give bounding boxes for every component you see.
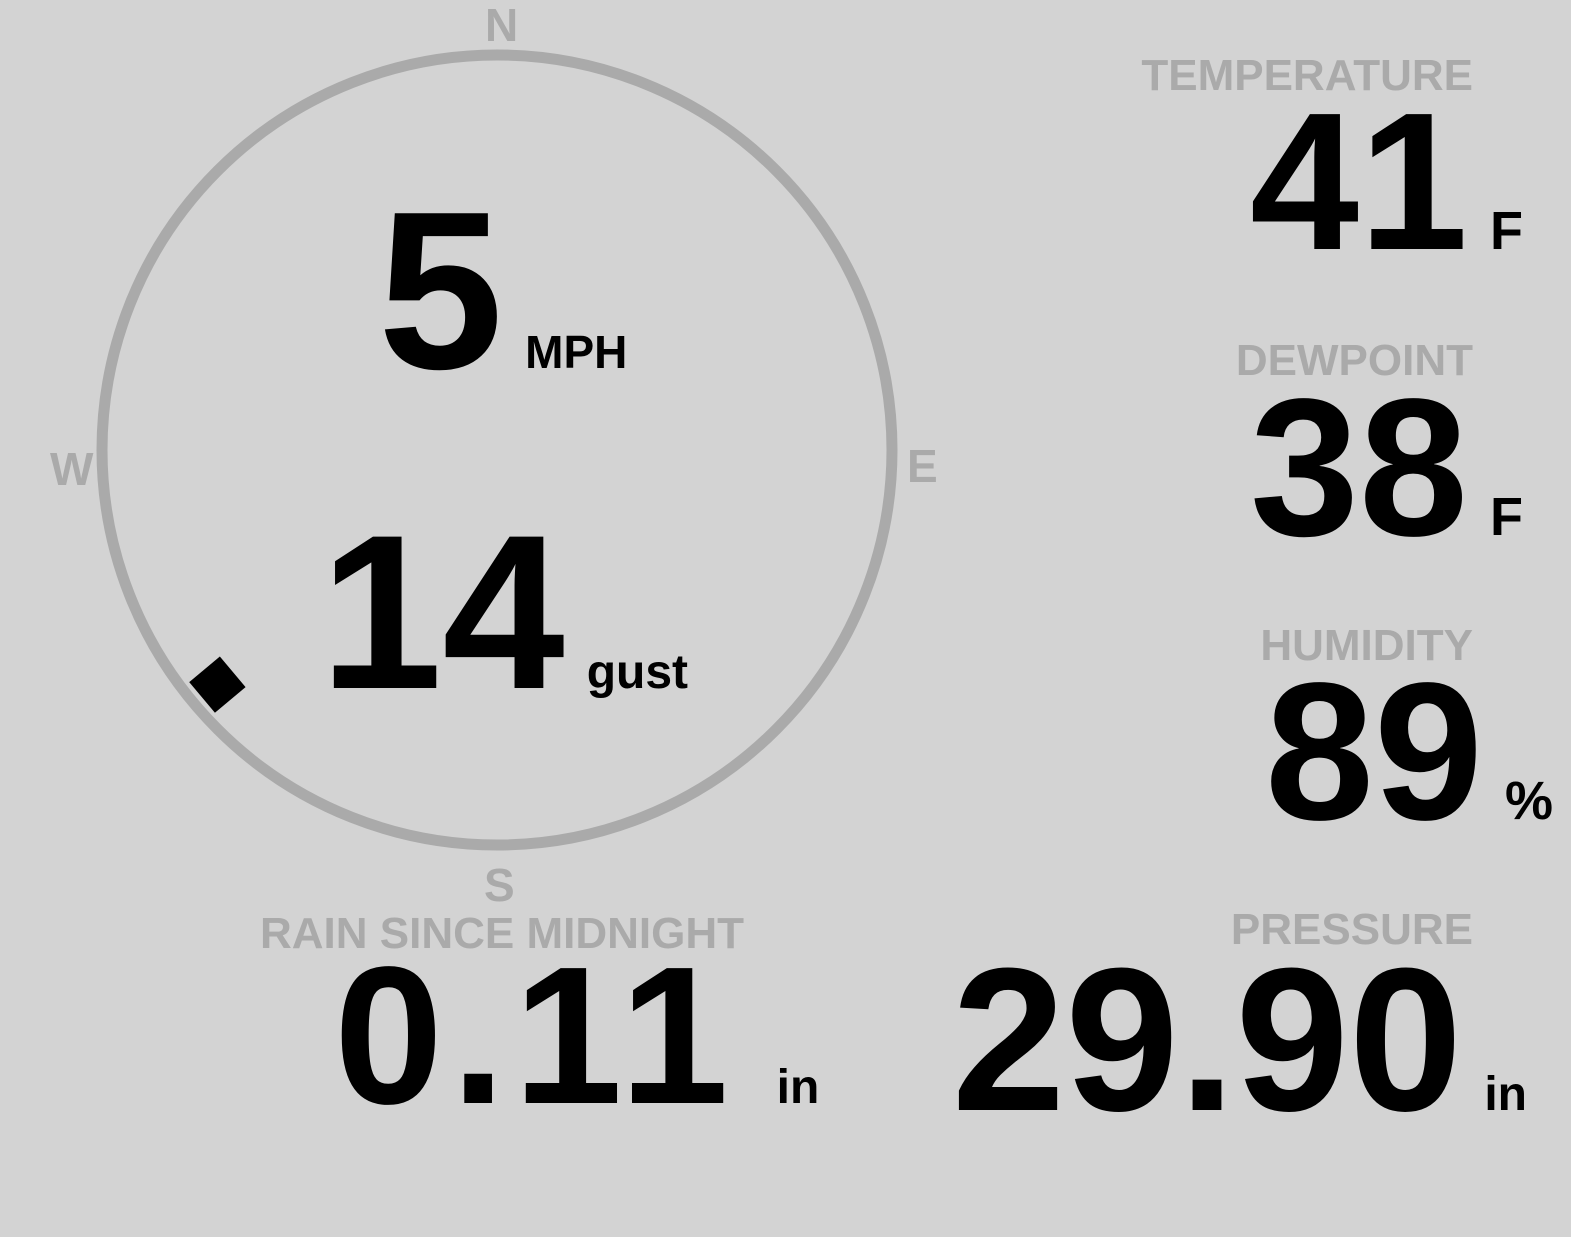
compass-ring — [96, 49, 898, 851]
temperature-label: TEMPERATURE — [1141, 51, 1473, 100]
humidity-unit: % — [1504, 771, 1553, 831]
rain-reading: 0.11 in — [334, 938, 819, 1134]
compass-south: S — [484, 859, 515, 911]
wind-gust-label: gust — [586, 646, 689, 699]
wind-speed-unit: MPH — [525, 326, 628, 378]
pressure-label: PRESSURE — [1230, 905, 1473, 954]
wind-gust-value: 14 — [320, 489, 565, 735]
dewpoint-label: DEWPOINT — [1235, 336, 1473, 385]
compass-north: N — [485, 0, 519, 51]
wind-speed-value: 5 — [378, 164, 504, 416]
humidity-value: 89 — [1264, 642, 1483, 861]
pressure-reading: 29.90 in — [952, 938, 1527, 1142]
wind-speed: 5 MPH — [378, 178, 627, 403]
dewpoint-reading: 38 F — [1250, 370, 1523, 566]
rain-label: RAIN SINCE MIDNIGHT — [260, 909, 744, 958]
pressure-value: 29.90 — [951, 926, 1463, 1154]
wind-gust: 14 gust — [320, 502, 688, 722]
compass-west: W — [50, 443, 94, 495]
dewpoint-unit: F — [1490, 487, 1523, 547]
compass-east: E — [907, 440, 938, 492]
dewpoint-value: 38 — [1249, 358, 1468, 577]
wind-direction-marker — [189, 656, 246, 713]
pressure-unit: in — [1484, 1068, 1527, 1121]
temperature-value: 41 — [1249, 72, 1468, 291]
temperature-unit: F — [1490, 201, 1523, 261]
temperature-reading: 41 F — [1250, 84, 1523, 280]
rain-unit: in — [776, 1061, 820, 1114]
humidity-label: HUMIDITY — [1260, 621, 1473, 670]
humidity-reading: 89 % — [1265, 654, 1553, 850]
rain-value: 0.11 — [334, 926, 737, 1145]
